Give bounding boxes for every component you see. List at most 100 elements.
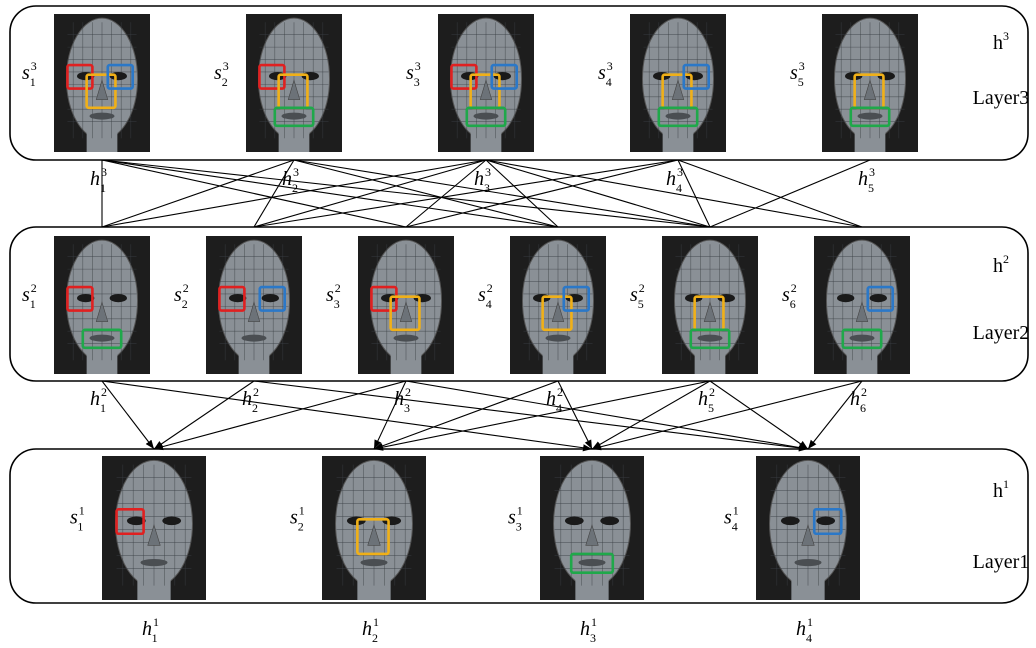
eye-shape (685, 71, 703, 81)
blue-region-box (682, 63, 711, 90)
connection-line (709, 159, 871, 228)
h-label: h3 3 (474, 165, 491, 195)
neck-shape (854, 132, 886, 152)
layer2-frame (9, 226, 1029, 382)
neck-shape (137, 579, 171, 600)
face-thumbnail (630, 14, 726, 152)
connection-line (101, 159, 407, 228)
neck-shape (86, 354, 118, 374)
h-label: h3 5 (858, 165, 875, 195)
connection-arrow (101, 380, 593, 452)
h-label: h3 4 (666, 165, 683, 195)
neck-shape (662, 132, 694, 152)
green-region-box (689, 328, 731, 350)
neck-shape (694, 354, 726, 374)
eye-shape (877, 71, 895, 81)
eye-shape (109, 293, 127, 303)
eye-shape (717, 293, 735, 303)
layer2-title: Layer2 (973, 322, 1030, 344)
h-label: h2 4 (546, 385, 563, 415)
connection-arrow (405, 380, 809, 452)
h-label: h2 6 (850, 385, 867, 415)
connection-line (677, 159, 711, 228)
s-label: s3 4 (598, 59, 613, 89)
mouth-shape (473, 112, 499, 120)
yellow-region-box (356, 518, 390, 556)
green-region-box (273, 106, 315, 128)
connection-arrow (101, 380, 155, 450)
blue-region-box (106, 63, 135, 90)
eye-shape (261, 293, 279, 303)
mouth-shape (545, 334, 571, 342)
mouth-shape (241, 334, 267, 342)
layer1-title: Layer1 (973, 551, 1030, 573)
face-thumbnail (206, 236, 302, 374)
connection-line (293, 159, 559, 228)
red-region-box (218, 285, 246, 312)
h-label: h3 1 (90, 165, 107, 195)
mouth-shape (89, 334, 115, 342)
connection-line (101, 159, 711, 228)
mouth-shape (281, 112, 307, 120)
eye-shape (162, 516, 182, 526)
nose-shape (863, 79, 877, 100)
h-label: h2 1 (90, 385, 107, 415)
s-label: s3 3 (406, 59, 421, 89)
nose-shape (367, 524, 381, 546)
connection-line (253, 159, 487, 228)
layer3-frame (9, 5, 1029, 161)
nose-shape (287, 79, 301, 100)
blue-region-box (562, 285, 591, 312)
connection-line (485, 159, 711, 228)
red-region-box (66, 285, 94, 312)
nose-shape (551, 301, 565, 322)
eye-shape (301, 71, 319, 81)
mouth-shape (578, 558, 606, 567)
mouth-shape (360, 558, 388, 567)
neck-shape (86, 132, 118, 152)
face-thumbnail (246, 14, 342, 152)
s-label: s2 6 (782, 281, 797, 311)
eye-shape (109, 71, 127, 81)
mouth-shape (849, 334, 875, 342)
eye-shape (816, 516, 836, 526)
connection-line (101, 159, 487, 228)
face-thumbnail (438, 14, 534, 152)
yellow-region-box (541, 295, 573, 332)
h-label: h2 2 (242, 385, 259, 415)
red-region-box (258, 63, 286, 90)
connection-arrow (373, 380, 711, 451)
nose-shape (399, 301, 413, 322)
layer1-h-label: h1 (993, 477, 1009, 502)
eye-shape (493, 71, 511, 81)
green-region-box (849, 106, 891, 128)
s-label: s1 3 (508, 504, 523, 534)
h-label: h2 3 (394, 385, 411, 415)
yellow-region-box (389, 295, 421, 332)
eye-shape (600, 516, 620, 526)
connection-line (485, 159, 863, 228)
red-region-box (370, 285, 398, 312)
connection-arrow (709, 380, 809, 450)
neck-shape (357, 579, 391, 600)
nose-shape (585, 524, 599, 546)
green-region-box (657, 106, 699, 128)
s-label: s2 3 (326, 281, 341, 311)
h-label: h3 2 (282, 165, 299, 195)
green-region-box (841, 328, 883, 350)
blue-region-box (812, 507, 843, 536)
neck-shape (470, 132, 502, 152)
nose-shape (479, 79, 493, 100)
connection-line (253, 159, 295, 228)
mouth-shape (665, 112, 691, 120)
green-region-box (81, 328, 123, 350)
neck-shape (542, 354, 574, 374)
mouth-shape (393, 334, 419, 342)
neck-shape (390, 354, 422, 374)
red-region-box (450, 63, 478, 90)
nose-shape (801, 524, 815, 546)
connection-arrow (373, 380, 407, 450)
yellow-region-box (85, 73, 117, 110)
s-label: s1 1 (70, 504, 85, 534)
